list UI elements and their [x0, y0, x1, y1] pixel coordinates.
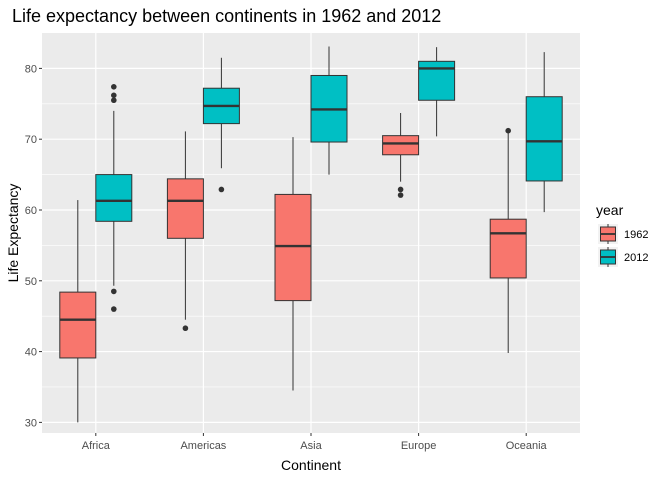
box-2012-africa	[95, 84, 133, 312]
y-axis: 30 40 50 60 70 80	[25, 63, 42, 429]
outlier-point	[397, 186, 404, 193]
outlier-point	[505, 127, 512, 134]
box-layer	[59, 46, 563, 423]
outlier-point	[218, 186, 225, 193]
outlier-point	[397, 192, 404, 198]
legend: year 1962 2012	[596, 202, 648, 267]
x-tick-label: Asia	[300, 440, 322, 452]
x-tick-label: Oceania	[506, 440, 548, 452]
box-2012-oceania	[525, 52, 563, 213]
box-2012-europe	[418, 47, 456, 137]
y-tick-label: 80	[25, 63, 37, 75]
iqr-box	[489, 218, 527, 279]
iqr-box	[274, 193, 312, 302]
x-axis: Africa Americas Asia Europe Oceania	[82, 433, 548, 452]
y-tick-label: 50	[25, 276, 37, 288]
x-tick-label: Europe	[401, 440, 436, 452]
y-tick-label: 70	[25, 134, 37, 146]
iqr-box	[59, 291, 97, 359]
outlier-point	[111, 97, 117, 104]
box-2012-asia	[310, 46, 348, 175]
iqr-box	[95, 174, 133, 222]
box-1962-africa	[59, 200, 97, 423]
box-1962-asia	[274, 137, 312, 391]
x-axis-title: Continent	[281, 457, 341, 473]
outlier-point	[111, 288, 117, 295]
box-1962-americas	[166, 131, 204, 332]
outlier-point	[111, 306, 117, 312]
box-2012-americas	[202, 57, 240, 193]
outlier-point	[111, 84, 117, 90]
chart-title: Life expectancy between continents in 19…	[12, 6, 441, 26]
legend-label-2012: 2012	[624, 252, 648, 264]
x-tick-label: Americas	[180, 440, 226, 452]
x-tick-label: Africa	[82, 440, 111, 452]
box-1962-europe	[382, 113, 420, 198]
legend-label-1962: 1962	[624, 229, 648, 241]
iqr-box	[525, 96, 563, 182]
iqr-box	[382, 135, 420, 156]
legend-title: year	[596, 202, 624, 218]
y-tick-label: 40	[25, 347, 37, 359]
outlier-point	[111, 92, 117, 99]
y-tick-label: 60	[25, 205, 37, 217]
box-1962-oceania	[489, 127, 527, 353]
iqr-box	[166, 178, 204, 239]
y-axis-title: Life Expectancy	[5, 184, 21, 283]
iqr-box	[418, 60, 456, 101]
y-tick-label: 30	[25, 417, 37, 429]
outlier-point	[182, 325, 189, 332]
